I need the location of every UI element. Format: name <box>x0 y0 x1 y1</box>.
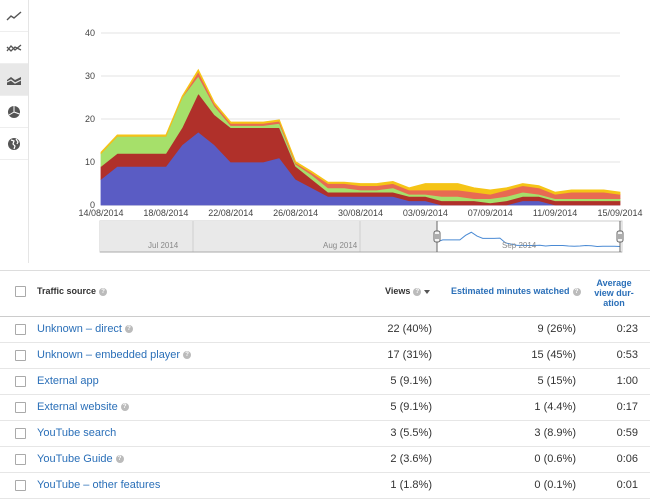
table-row: YouTube – other features 1 (1.8%) 0 (0.1%)… <box>0 473 650 499</box>
traffic-source-link[interactable]: YouTube – other features <box>37 479 161 491</box>
column-header-source[interactable]: Traffic source? <box>37 286 108 296</box>
traffic-chart: 0 10 20 30 40 14/08/2014 18/08/2014 22/08/2014… <box>78 28 643 253</box>
table-row: External app 5 (9.1%) 5 (15%) 1:00 <box>0 369 650 395</box>
average-duration-cell: 0:01 <box>616 479 638 491</box>
column-header-minutes-watched[interactable]: Estimated minutes watched? <box>451 286 581 296</box>
series-area <box>100 68 621 195</box>
row-checkbox[interactable] <box>15 480 26 491</box>
column-header-views[interactable]: Views? <box>385 286 431 296</box>
views-cell: 5 (9.1%) <box>390 401 432 413</box>
range-navigator[interactable]: Jul 2014 Aug 2014 Sep 2014 <box>99 220 624 253</box>
pie-chart-button[interactable] <box>0 96 28 128</box>
minutes-watched-cell: 5 (15%) <box>537 375 576 387</box>
table-row: Unknown – embedded player? 17 (31%) 15 (45… <box>0 343 650 369</box>
x-axis-ticks: 14/08/2014 18/08/2014 22/08/2014 26/08/2014… <box>78 208 642 218</box>
minutes-watched-cell: 9 (26%) <box>537 323 576 335</box>
row-checkbox[interactable] <box>15 428 26 439</box>
minutes-watched-cell: 3 (8.9%) <box>534 427 576 439</box>
navigator-series-line <box>436 231 621 248</box>
multi-line-chart-icon <box>6 44 22 52</box>
table-row: Unknown – direct? 22 (40%) 9 (26%) 0:23 <box>0 317 650 343</box>
table-header: Traffic source? Views? Estimated minutes… <box>0 270 650 317</box>
pie-chart-icon <box>8 105 20 118</box>
line-chart-icon <box>6 10 22 20</box>
average-duration-cell: 0:06 <box>616 453 638 465</box>
help-icon[interactable]: ? <box>572 287 581 296</box>
y-tick-label: 40 <box>85 28 95 38</box>
average-duration-cell: 0:17 <box>616 401 638 413</box>
average-duration-cell: 0:59 <box>616 427 638 439</box>
views-cell: 3 (5.5%) <box>390 427 432 439</box>
chart-type-toolbar <box>0 0 29 263</box>
traffic-source-link[interactable]: Unknown – direct? <box>37 323 133 335</box>
row-checkbox[interactable] <box>15 402 26 413</box>
table-body: Unknown – direct? 22 (40%) 9 (26%) 0:23 Unkn… <box>0 317 650 499</box>
x-tick-label: 14/08/2014 <box>78 208 123 218</box>
views-cell: 5 (9.1%) <box>390 375 432 387</box>
stacked-area-chart-icon <box>6 76 22 85</box>
select-all-checkbox[interactable] <box>15 286 26 297</box>
x-tick-label: 22/08/2014 <box>208 208 253 218</box>
navigator-month-label: Jul 2014 <box>148 241 179 250</box>
table-row: YouTube Guide? 2 (3.6%) 0 (0.6%) 0:06 <box>0 447 650 473</box>
x-tick-label: 15/09/2014 <box>597 208 642 218</box>
navigator-month-label: Sep 2014 <box>502 241 537 250</box>
average-duration-cell: 0:23 <box>616 323 638 335</box>
y-axis-ticks: 0 10 20 30 40 <box>85 28 95 210</box>
navigator-unselected-shade <box>100 221 437 252</box>
row-checkbox[interactable] <box>15 376 26 387</box>
minutes-watched-cell: 0 (0.6%) <box>534 453 576 465</box>
chart-areas <box>100 68 621 206</box>
x-tick-label: 30/08/2014 <box>338 208 383 218</box>
traffic-source-link[interactable]: Unknown – embedded player? <box>37 349 192 361</box>
traffic-source-link[interactable]: YouTube Guide? <box>37 453 124 465</box>
help-icon[interactable]: ? <box>115 455 124 464</box>
y-tick-label: 30 <box>85 71 95 81</box>
y-tick-label: 0 <box>90 200 95 210</box>
help-icon[interactable]: ? <box>125 325 133 334</box>
help-icon[interactable]: ? <box>183 351 192 360</box>
x-tick-label: 18/08/2014 <box>143 208 188 218</box>
row-checkbox[interactable] <box>15 324 26 335</box>
views-cell: 17 (31%) <box>387 349 432 361</box>
x-tick-label: 03/09/2014 <box>403 208 448 218</box>
stacked-area-chart-button[interactable] <box>0 64 28 96</box>
line-chart-button[interactable] <box>0 0 28 32</box>
views-cell: 1 (1.8%) <box>390 479 432 491</box>
table-row: External website? 5 (9.1%) 1 (4.4%) 0:17 <box>0 395 650 421</box>
globe-map-icon <box>8 137 20 150</box>
navigator-right-handle[interactable] <box>616 221 624 252</box>
average-duration-cell: 1:00 <box>616 375 638 387</box>
x-tick-label: 26/08/2014 <box>273 208 318 218</box>
x-tick-label: 11/09/2014 <box>533 208 577 218</box>
table-row: YouTube search 3 (5.5%) 3 (8.9%) 0:59 <box>0 421 650 447</box>
average-duration-cell: 0:53 <box>616 349 638 361</box>
y-tick-label: 20 <box>85 114 95 124</box>
minutes-watched-cell: 0 (0.1%) <box>534 479 576 491</box>
traffic-source-link[interactable]: External app <box>37 375 99 387</box>
column-header-average-duration[interactable]: Average view dur- ation <box>594 278 634 308</box>
sort-descending-icon <box>424 289 431 294</box>
views-cell: 22 (40%) <box>387 323 432 335</box>
navigator-month-label: Aug 2014 <box>323 241 358 250</box>
traffic-source-table: Traffic source? Views? Estimated minutes… <box>0 270 650 499</box>
minutes-watched-cell: 1 (4.4%) <box>534 401 576 413</box>
navigator-left-handle[interactable] <box>433 221 441 252</box>
map-chart-button[interactable] <box>0 128 28 160</box>
traffic-source-link[interactable]: YouTube search <box>37 427 117 439</box>
help-icon[interactable]: ? <box>99 287 108 296</box>
help-icon[interactable]: ? <box>120 403 129 412</box>
x-tick-label: 07/09/2014 <box>468 208 513 218</box>
row-checkbox[interactable] <box>15 350 26 361</box>
minutes-watched-cell: 15 (45%) <box>531 349 576 361</box>
views-cell: 2 (3.6%) <box>390 453 432 465</box>
row-checkbox[interactable] <box>15 454 26 465</box>
y-tick-label: 10 <box>85 157 95 167</box>
help-icon[interactable]: ? <box>413 287 422 296</box>
traffic-source-link[interactable]: External website? <box>37 401 129 413</box>
multi-line-chart-button[interactable] <box>0 32 28 64</box>
